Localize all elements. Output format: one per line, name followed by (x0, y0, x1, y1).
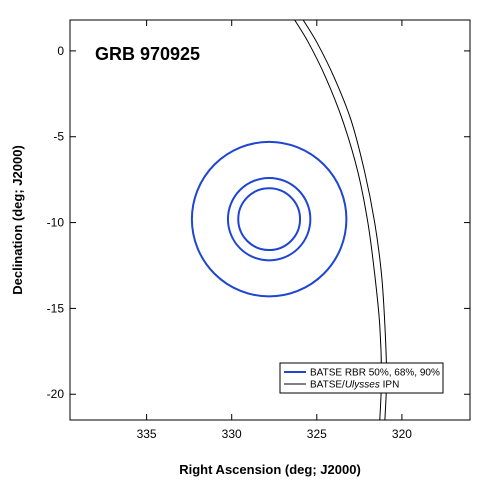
batse-contour-2 (226, 176, 312, 262)
ipn-annulus-outer (302, 19, 388, 421)
batse-contour-3 (190, 140, 348, 298)
chart-title: GRB 970925 (95, 44, 200, 64)
ticks-layer: 335 330 325 320 0 -5 -10 -15 -20 (47, 20, 470, 441)
y-axis-label: Declination (deg; J2000) (10, 145, 25, 295)
ipn-annulus-inner (294, 19, 382, 421)
x-tick-label: 335 (137, 427, 157, 441)
legend-label-batse: BATSE RBR 50%, 68%, 90% (310, 368, 440, 379)
ipn-layer (294, 19, 388, 421)
x-axis-label: Right Ascension (deg; J2000) (179, 462, 361, 477)
batse-contour-1 (237, 187, 302, 252)
x-tick-label: 325 (307, 427, 327, 441)
legend-label-ipn: BATSE/Ulysses IPN (310, 380, 399, 391)
y-tick-label: -20 (47, 387, 65, 401)
y-tick-label: 0 (57, 44, 64, 58)
legend: BATSE RBR 50%, 68%, 90% BATSE/Ulysses IP… (279, 362, 444, 394)
legend-ipn-italic: Ulysses (345, 380, 380, 391)
y-tick-label: -15 (47, 301, 65, 315)
x-tick-label: 330 (222, 427, 242, 441)
y-tick-label: -5 (53, 130, 64, 144)
x-tick-label: 320 (392, 427, 412, 441)
y-tick-label: -10 (47, 216, 65, 230)
legend-ipn-suffix: IPN (380, 380, 399, 391)
legend-box (279, 362, 444, 394)
batse-layer (190, 140, 348, 298)
plot-frame (69, 19, 471, 421)
legend-ipn-prefix: BATSE/ (310, 380, 345, 391)
